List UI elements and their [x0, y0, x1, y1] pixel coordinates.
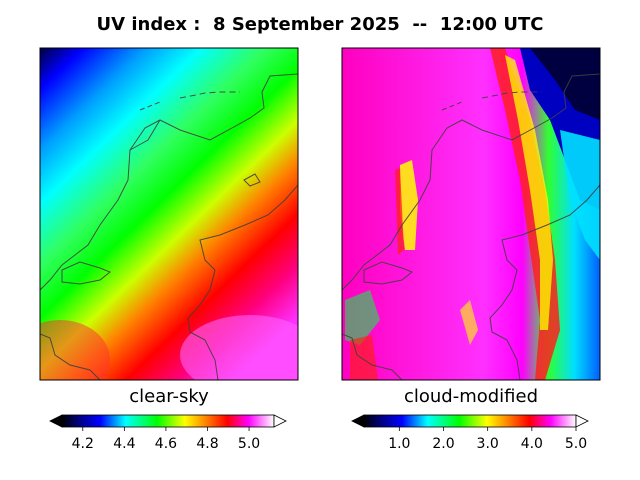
colorbar-clear-sky: 4.2 4.4 4.6 4.8 5.0 — [49, 414, 287, 452]
colorbar-cloud-modified: 1.0 2.0 3.0 4.0 5.0 — [351, 414, 589, 452]
colorbar-tick-label: 4.6 — [155, 436, 177, 452]
clear-sky-frame — [39, 47, 299, 381]
panel-label-cloud-modified: cloud-modified — [403, 386, 539, 407]
panel-label-clear-sky: clear-sky — [129, 386, 209, 407]
colorbar-extend-min-left — [49, 414, 63, 428]
colorbar-extend-min-right — [351, 414, 365, 428]
coastline-outline-right — [342, 73, 600, 380]
colorbar-ticks-cloud-modified: 1.0 2.0 3.0 4.0 5.0 — [388, 427, 587, 452]
colorbar-extend-max-left — [273, 414, 287, 428]
colorbar-tick-label: 4.0 — [521, 436, 543, 452]
colorbar-extend-max-right — [575, 414, 589, 428]
colorbar-tick-label: 3.0 — [477, 436, 499, 452]
colorbar-tick-label: 5.0 — [565, 436, 587, 452]
colorbar-tick-label: 4.8 — [196, 436, 218, 452]
cloud-modified-map — [342, 48, 600, 380]
colorbar-ticks-clear-sky: 4.2 4.4 4.6 4.8 5.0 — [72, 427, 260, 452]
clear-sky-map — [40, 48, 298, 380]
colorbar-tick-label: 1.0 — [388, 436, 410, 452]
coastline-outline-left — [40, 73, 298, 380]
colorbar-tick-label: 5.0 — [238, 436, 260, 452]
colorbar-tick-label: 4.4 — [113, 436, 135, 452]
cloud-modified-frame — [341, 47, 601, 381]
colorbar-tick-label: 4.2 — [72, 436, 94, 452]
colorbar-tick-label: 2.0 — [432, 436, 454, 452]
figure-title: UV index : 8 September 2025 -- 12:00 UTC — [96, 14, 544, 35]
